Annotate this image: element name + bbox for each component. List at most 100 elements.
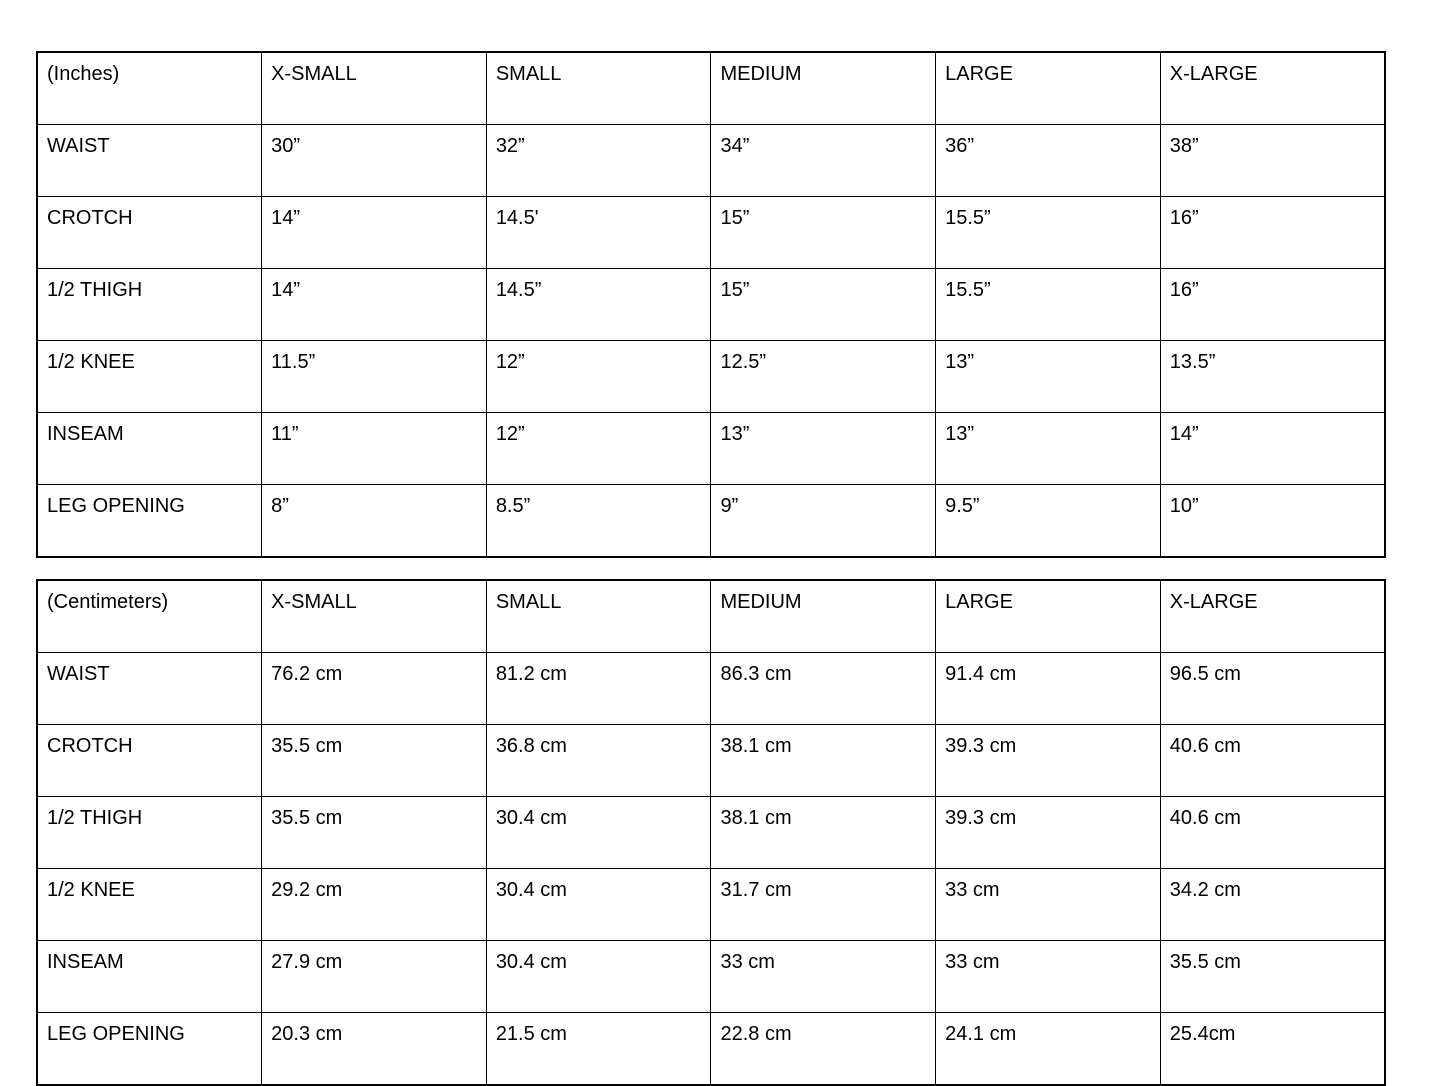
value-cell: 35.5 cm <box>1159 940 1386 1013</box>
value-cell: 39.3 cm <box>935 724 1161 797</box>
header-row: (Centimeters) X-SMALL SMALL MEDIUM LARGE… <box>36 579 1386 653</box>
value-cell: 24.1 cm <box>935 1012 1161 1086</box>
value-cell: 30.4 cm <box>485 796 712 869</box>
value-cell: 8” <box>261 484 487 558</box>
value-cell: 38.1 cm <box>710 796 937 869</box>
value-cell: 8.5” <box>485 484 712 558</box>
column-header-small: SMALL <box>485 51 712 125</box>
value-cell: 91.4 cm <box>935 652 1161 725</box>
value-cell: 15” <box>710 196 937 269</box>
value-cell: 86.3 cm <box>710 652 937 725</box>
value-cell: 16” <box>1159 268 1386 341</box>
header-row: (Inches) X-SMALL SMALL MEDIUM LARGE X-LA… <box>36 51 1386 125</box>
value-cell: 12” <box>485 412 712 485</box>
value-cell: 33 cm <box>935 868 1161 941</box>
centimeters-size-table: (Centimeters) X-SMALL SMALL MEDIUM LARGE… <box>36 579 1386 1086</box>
inches-size-table: (Inches) X-SMALL SMALL MEDIUM LARGE X-LA… <box>36 51 1386 558</box>
table-row-crotch: CROTCH 14” 14.5' 15” 15.5” 16” <box>36 196 1386 269</box>
value-cell: 33 cm <box>935 940 1161 1013</box>
value-cell: 25.4cm <box>1159 1012 1386 1086</box>
table-row-waist: WAIST 30” 32” 34” 36” 38” <box>36 124 1386 197</box>
column-header-x-small: X-SMALL <box>261 51 487 125</box>
row-label: 1/2 KNEE <box>36 340 263 413</box>
value-cell: 40.6 cm <box>1159 796 1386 869</box>
value-cell: 30.4 cm <box>485 940 712 1013</box>
value-cell: 10” <box>1159 484 1386 558</box>
value-cell: 11” <box>261 412 487 485</box>
value-cell: 35.5 cm <box>261 796 487 869</box>
table-row-half-knee: 1/2 KNEE 11.5” 12” 12.5” 13” 13.5” <box>36 340 1386 413</box>
value-cell: 12.5” <box>710 340 937 413</box>
value-cell: 32” <box>485 124 712 197</box>
value-cell: 11.5” <box>261 340 487 413</box>
value-cell: 35.5 cm <box>261 724 487 797</box>
row-label: CROTCH <box>36 724 263 797</box>
value-cell: 30” <box>261 124 487 197</box>
value-cell: 38” <box>1159 124 1386 197</box>
row-label: WAIST <box>36 652 263 725</box>
table-row-half-thigh: 1/2 THIGH 14” 14.5” 15” 15.5” 16” <box>36 268 1386 341</box>
value-cell: 12” <box>485 340 712 413</box>
column-header-small: SMALL <box>485 579 712 653</box>
row-label: INSEAM <box>36 412 263 485</box>
value-cell: 22.8 cm <box>710 1012 937 1086</box>
value-cell: 13” <box>935 412 1161 485</box>
table-row-inseam: INSEAM 27.9 cm 30.4 cm 33 cm 33 cm 35.5 … <box>36 940 1386 1013</box>
value-cell: 16” <box>1159 196 1386 269</box>
value-cell: 9.5” <box>935 484 1161 558</box>
value-cell: 81.2 cm <box>485 652 712 725</box>
table-row-waist: WAIST 76.2 cm 81.2 cm 86.3 cm 91.4 cm 96… <box>36 652 1386 725</box>
value-cell: 76.2 cm <box>261 652 487 725</box>
row-label: INSEAM <box>36 940 263 1013</box>
value-cell: 36” <box>935 124 1161 197</box>
value-cell: 13.5” <box>1159 340 1386 413</box>
row-label: 1/2 THIGH <box>36 268 263 341</box>
table-row-half-thigh: 1/2 THIGH 35.5 cm 30.4 cm 38.1 cm 39.3 c… <box>36 796 1386 869</box>
value-cell: 9” <box>710 484 937 558</box>
table-row-half-knee: 1/2 KNEE 29.2 cm 30.4 cm 31.7 cm 33 cm 3… <box>36 868 1386 941</box>
row-label: CROTCH <box>36 196 263 269</box>
value-cell: 27.9 cm <box>261 940 487 1013</box>
unit-label: (Inches) <box>36 51 263 125</box>
column-header-x-small: X-SMALL <box>261 579 487 653</box>
value-cell: 13” <box>935 340 1161 413</box>
column-header-large: LARGE <box>935 51 1161 125</box>
value-cell: 14.5” <box>485 268 712 341</box>
table-row-leg-opening: LEG OPENING 8” 8.5” 9” 9.5” 10” <box>36 484 1386 558</box>
value-cell: 40.6 cm <box>1159 724 1386 797</box>
value-cell: 15” <box>710 268 937 341</box>
value-cell: 36.8 cm <box>485 724 712 797</box>
column-header-x-large: X-LARGE <box>1159 579 1386 653</box>
row-label: 1/2 THIGH <box>36 796 263 869</box>
value-cell: 21.5 cm <box>485 1012 712 1086</box>
table-row-inseam: INSEAM 11” 12” 13” 13” 14” <box>36 412 1386 485</box>
value-cell: 34” <box>710 124 937 197</box>
value-cell: 20.3 cm <box>261 1012 487 1086</box>
value-cell: 30.4 cm <box>485 868 712 941</box>
value-cell: 13” <box>710 412 937 485</box>
column-header-x-large: X-LARGE <box>1159 51 1386 125</box>
value-cell: 14” <box>261 268 487 341</box>
value-cell: 15.5” <box>935 196 1161 269</box>
table-row-leg-opening: LEG OPENING 20.3 cm 21.5 cm 22.8 cm 24.1… <box>36 1012 1386 1086</box>
value-cell: 14” <box>261 196 487 269</box>
value-cell: 39.3 cm <box>935 796 1161 869</box>
value-cell: 15.5” <box>935 268 1161 341</box>
value-cell: 29.2 cm <box>261 868 487 941</box>
value-cell: 34.2 cm <box>1159 868 1386 941</box>
value-cell: 33 cm <box>710 940 937 1013</box>
column-header-medium: MEDIUM <box>710 51 937 125</box>
value-cell: 14” <box>1159 412 1386 485</box>
value-cell: 31.7 cm <box>710 868 937 941</box>
table-row-crotch: CROTCH 35.5 cm 36.8 cm 38.1 cm 39.3 cm 4… <box>36 724 1386 797</box>
row-label: WAIST <box>36 124 263 197</box>
row-label: LEG OPENING <box>36 1012 263 1086</box>
row-label: 1/2 KNEE <box>36 868 263 941</box>
unit-label: (Centimeters) <box>36 579 263 653</box>
value-cell: 38.1 cm <box>710 724 937 797</box>
column-header-medium: MEDIUM <box>710 579 937 653</box>
value-cell: 14.5' <box>485 196 712 269</box>
row-label: LEG OPENING <box>36 484 263 558</box>
value-cell: 96.5 cm <box>1159 652 1386 725</box>
